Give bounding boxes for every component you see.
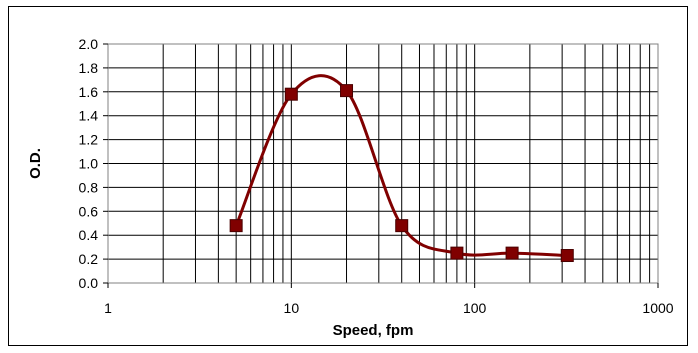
data-point-marker	[340, 84, 354, 98]
y-tick-label: 0.2	[79, 251, 99, 267]
data-point-marker	[450, 246, 464, 260]
data-point-marker	[560, 249, 574, 263]
y-tick-label: 0.0	[79, 275, 99, 291]
series-line	[234, 74, 568, 258]
x-axis-title: Speed, fpm	[333, 322, 414, 339]
y-tick-label: 1.0	[79, 156, 99, 172]
y-tick-label: 0.6	[79, 203, 99, 219]
y-axis-title: O.D.	[27, 148, 44, 179]
x-tick-label: 1	[104, 300, 112, 316]
series-markers	[229, 84, 574, 263]
data-point-marker	[395, 219, 409, 233]
x-axis-ticks: 1 10 100 1000	[104, 283, 674, 316]
y-tick-label: 2.0	[79, 36, 99, 52]
y-tick-label: 1.4	[79, 108, 99, 124]
x-tick-label: 10	[284, 300, 300, 316]
data-point-marker	[284, 87, 298, 101]
y-axis-ticks: 0.0 0.2 0.4 0.6 0.8 1.0 1.2 1.4 1.6 1.8 2.0	[79, 36, 108, 291]
y-tick-label: 1.2	[79, 132, 99, 148]
grid-lines	[107, 43, 659, 284]
data-point-marker	[505, 246, 519, 260]
y-tick-label: 0.4	[79, 227, 99, 243]
y-tick-label: 1.6	[79, 84, 99, 100]
data-point-marker	[229, 219, 243, 233]
chart-frame	[8, 6, 688, 346]
y-tick-label: 0.8	[79, 179, 99, 195]
y-tick-label: 1.8	[79, 60, 99, 76]
x-tick-label: 1000	[642, 300, 673, 316]
x-tick-label: 100	[463, 300, 487, 316]
